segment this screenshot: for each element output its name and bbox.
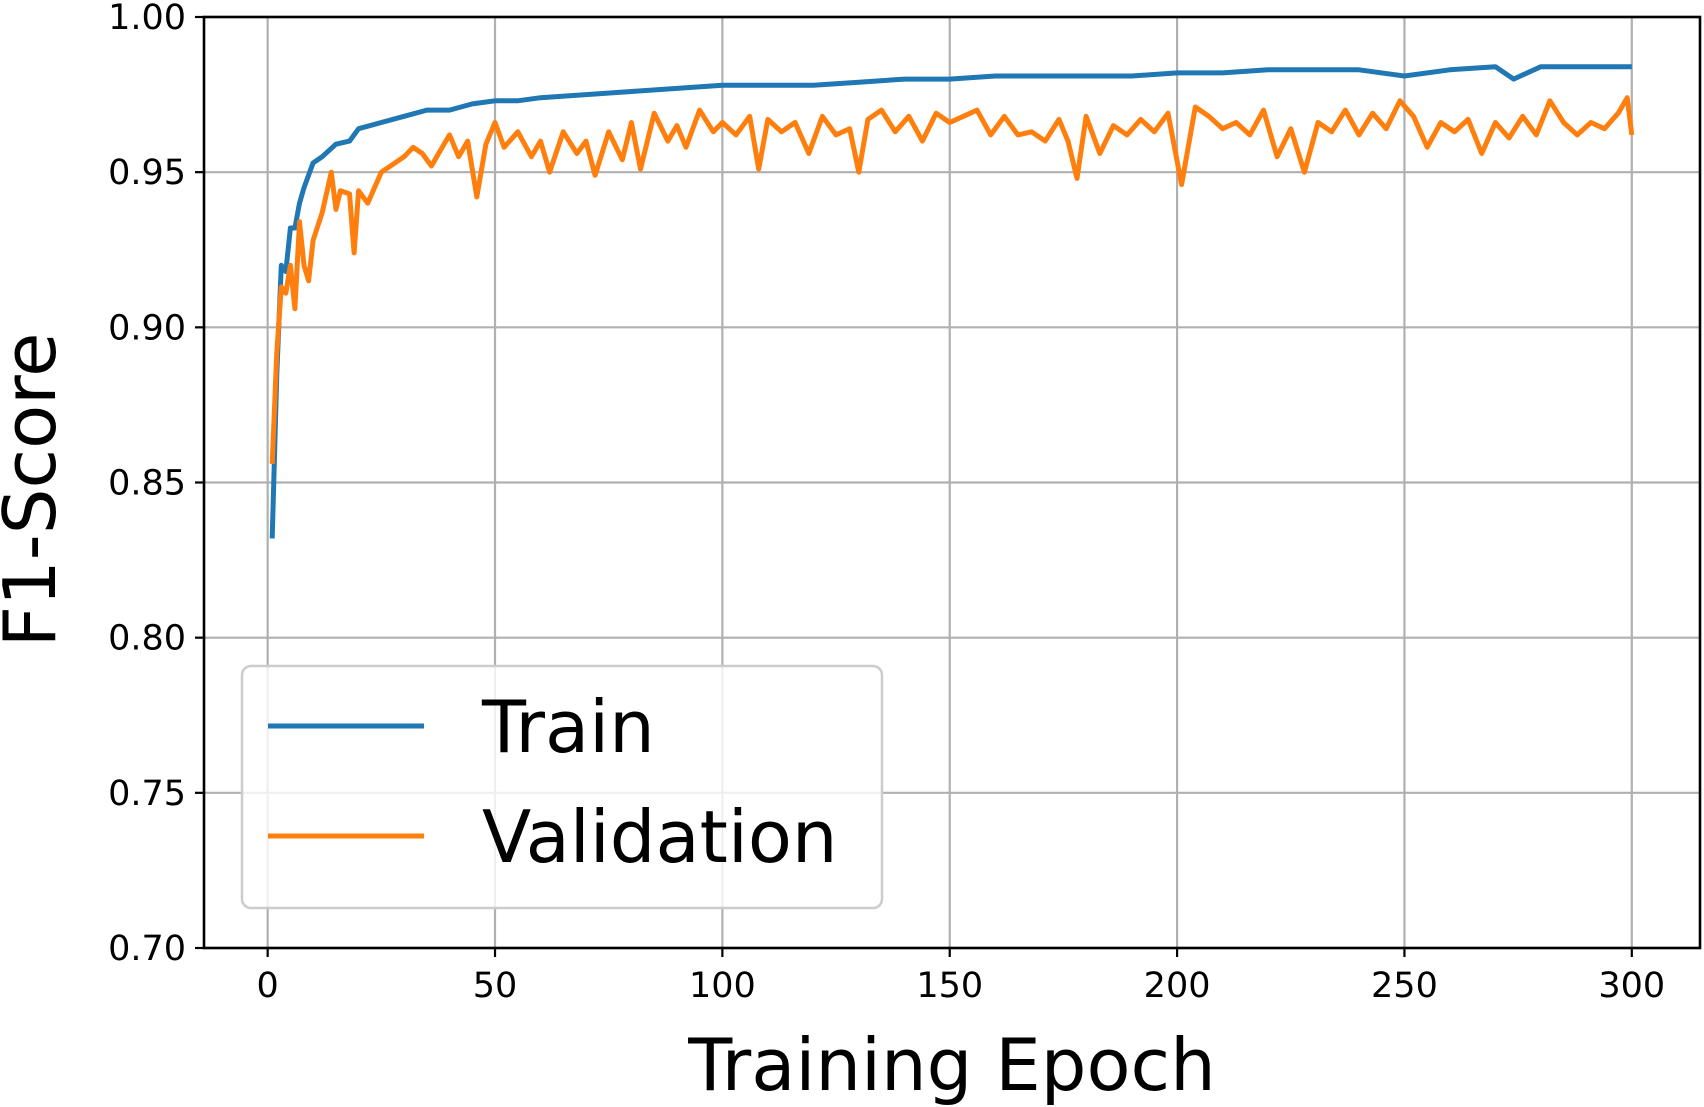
y-tick-label: 1.00: [108, 0, 186, 38]
legend: Train Validation: [240, 664, 884, 910]
y-tick-label: 0.75: [108, 774, 186, 814]
x-tick-label: 150: [916, 966, 983, 1006]
legend-label-train: Train: [481, 685, 655, 769]
x-tick-label: 300: [1598, 966, 1665, 1006]
x-tick-label: 0: [257, 966, 279, 1006]
y-tick-label: 0.70: [108, 929, 186, 969]
series-line-validation: [269, 95, 1635, 465]
series-line-train: [269, 64, 1632, 539]
x-axis-label: Training Epoch: [687, 1023, 1215, 1107]
y-tick-label: 0.90: [108, 308, 186, 348]
y-axis-label: F1-Score: [0, 333, 72, 648]
x-tick-label: 200: [1144, 966, 1211, 1006]
y-tick-label: 0.85: [108, 464, 186, 504]
y-tick-label: 0.95: [108, 153, 186, 193]
x-tick-label: 50: [473, 966, 518, 1006]
axis-ticks: 0 50 100 150 200 250 300 0.70 0.75 0.80 0.85 0.90 0.…: [108, 0, 1665, 1006]
x-tick-label: 100: [689, 966, 756, 1006]
y-tick-label: 0.80: [108, 619, 186, 659]
series-lines: [269, 64, 1635, 539]
legend-label-validation: Validation: [482, 795, 838, 879]
x-tick-label: 250: [1371, 966, 1438, 1006]
